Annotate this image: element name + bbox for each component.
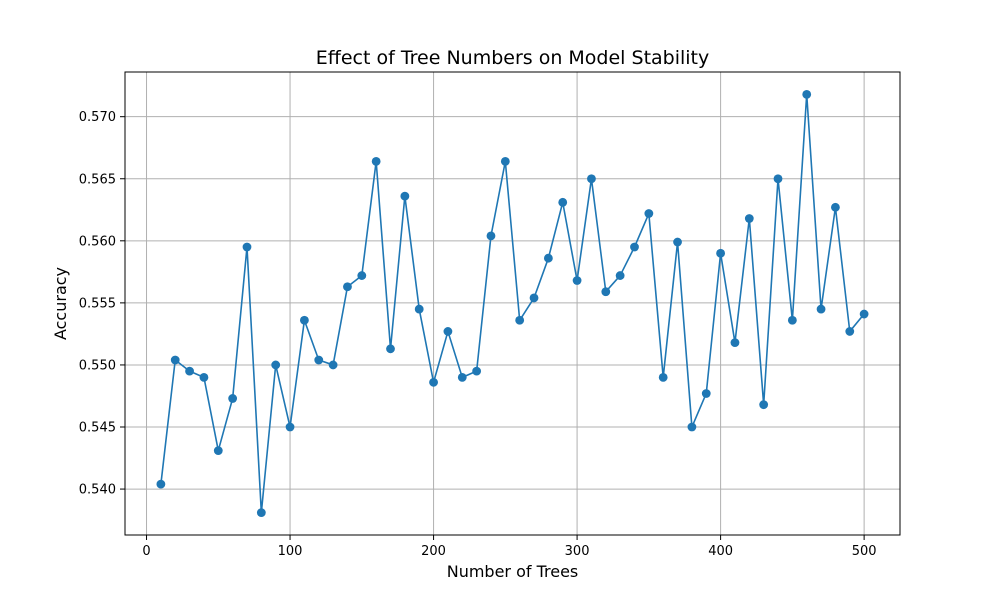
data-point	[443, 327, 453, 336]
data-point	[228, 394, 238, 403]
x-axis-ticks: 0 100 200 300 400 500	[142, 535, 877, 559]
data-point	[587, 174, 596, 184]
x-tick-label: 100	[278, 544, 303, 559]
data-points	[156, 89, 869, 518]
data-point	[845, 327, 855, 336]
x-axis-title: Number of Trees	[447, 562, 579, 581]
data-point	[199, 372, 209, 382]
chart-title: Effect of Tree Numbers on Model Stabilit…	[316, 47, 710, 69]
data-point	[343, 282, 352, 292]
data-point	[285, 422, 295, 432]
data-point	[500, 156, 510, 166]
data-point	[371, 156, 381, 166]
y-tick-label: 0.545	[79, 421, 116, 436]
data-point	[673, 237, 682, 247]
data-point	[687, 422, 697, 432]
data-point	[630, 242, 639, 252]
data-point	[472, 366, 482, 376]
data-point	[744, 214, 754, 223]
data-point	[185, 366, 194, 376]
data-point	[357, 271, 367, 280]
data-point	[701, 389, 711, 398]
data-point	[572, 276, 582, 285]
data-point	[400, 191, 410, 201]
x-tick-label: 300	[565, 544, 590, 559]
data-point	[759, 400, 769, 410]
data-point	[543, 253, 553, 263]
y-axis-title: Accuracy	[51, 267, 70, 340]
y-axis-ticks: 0.540 0.545 0.550 0.555 0.560 0.565 0.570	[79, 110, 125, 498]
data-point	[170, 355, 180, 365]
data-point	[773, 174, 783, 184]
data-point	[802, 89, 812, 99]
y-tick-label: 0.550	[79, 358, 116, 373]
data-point	[457, 372, 467, 382]
data-point	[414, 304, 424, 314]
data-point	[271, 360, 281, 370]
data-point	[429, 377, 438, 387]
x-tick-label: 200	[421, 544, 446, 559]
data-point	[615, 271, 625, 280]
series-line	[160, 93, 865, 514]
data-point	[386, 344, 395, 354]
series-line-layer	[160, 93, 865, 514]
data-point	[486, 231, 496, 241]
data-point	[558, 197, 568, 207]
data-point	[156, 479, 166, 489]
data-point	[515, 315, 525, 325]
data-point	[529, 293, 539, 303]
plot-area-frame	[124, 71, 901, 536]
data-point	[256, 508, 266, 518]
data-point	[299, 315, 309, 325]
data-point	[831, 202, 840, 212]
y-tick-label: 0.540	[79, 483, 116, 498]
data-point	[816, 304, 826, 314]
data-point	[716, 248, 726, 258]
data-point	[859, 309, 869, 319]
data-point	[314, 355, 324, 365]
data-point	[730, 338, 740, 348]
data-point	[213, 446, 223, 455]
data-point	[644, 209, 654, 218]
y-tick-label: 0.555	[79, 296, 116, 311]
data-point	[328, 360, 338, 370]
y-tick-label: 0.560	[79, 234, 116, 249]
x-tick-label: 0	[142, 544, 150, 559]
data-point	[658, 372, 668, 382]
x-tick-label: 500	[852, 544, 877, 559]
x-tick-label: 400	[708, 544, 733, 559]
data-point	[787, 315, 797, 325]
data-point	[242, 242, 252, 252]
y-tick-label: 0.565	[79, 172, 116, 187]
y-tick-label: 0.570	[79, 110, 116, 125]
data-point	[601, 287, 611, 297]
